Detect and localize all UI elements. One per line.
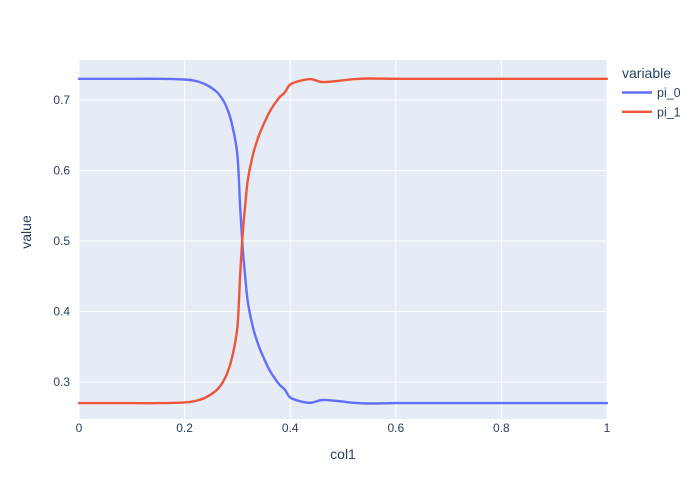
curves-layer: [77, 77, 609, 405]
x-tick-label: 0.8: [493, 421, 510, 435]
y-axis-title: value: [18, 215, 34, 249]
line-pi_1: [77, 77, 609, 405]
legend: variable pi_0 pi_1: [622, 65, 681, 119]
x-tick-label: 0.4: [282, 421, 299, 435]
tick-labels-layer: 0 0.2 0.4 0.6 0.8 1 0.3 0.4 0.5 0.6 0.7: [53, 93, 610, 435]
x-axis-title: col1: [330, 446, 356, 462]
line-pi_0: [77, 77, 609, 405]
y-tick-label: 0.4: [53, 305, 70, 319]
y-tick-label: 0.5: [53, 234, 70, 248]
y-tick-label: 0.3: [53, 375, 70, 389]
plot-area[interactable]: [79, 60, 607, 419]
y-tick-label: 0.7: [53, 93, 70, 107]
legend-title: variable: [622, 65, 671, 81]
y-tick-label: 0.6: [53, 164, 70, 178]
x-tick-label: 0.2: [176, 421, 193, 435]
plot-background-layer: [78, 60, 608, 419]
legend-item-pi_0[interactable]: pi_0: [622, 86, 681, 100]
legend-item-label: pi_1: [657, 105, 681, 119]
legend-item-label: pi_0: [657, 86, 681, 100]
x-tick-label: 0: [76, 421, 83, 435]
legend-item-pi_1[interactable]: pi_1: [622, 105, 681, 119]
legend-items: pi_0 pi_1: [622, 86, 681, 119]
x-tick-label: 0.6: [387, 421, 404, 435]
x-tick-label: 1: [604, 421, 611, 435]
